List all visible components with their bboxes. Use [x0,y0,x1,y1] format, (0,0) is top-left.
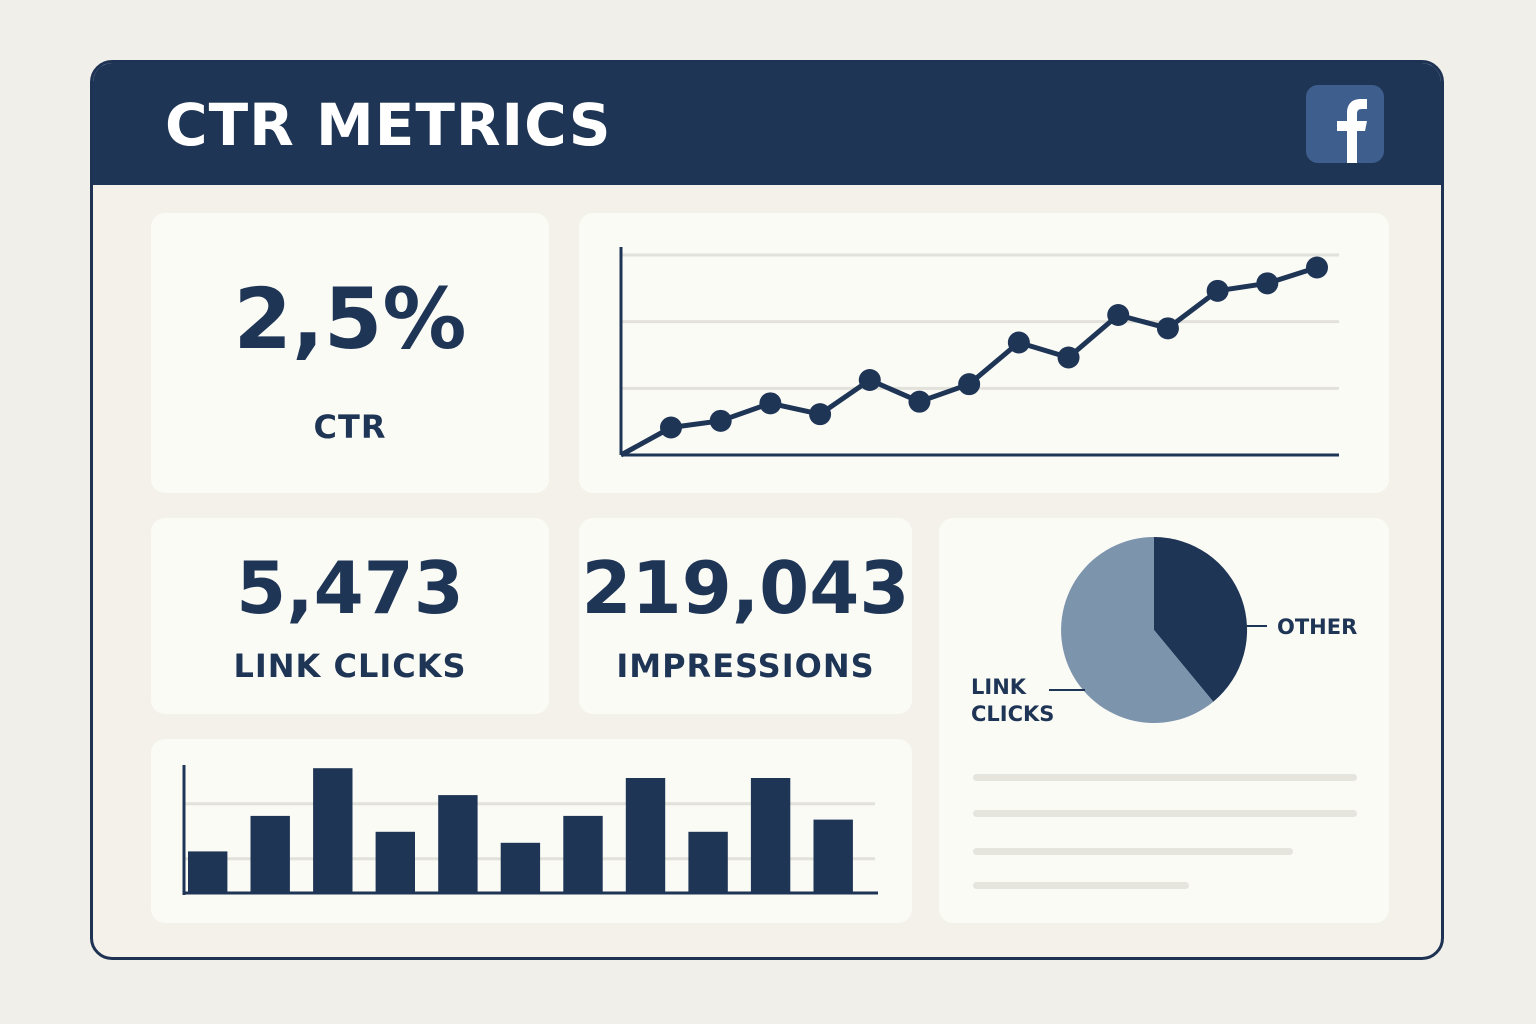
bar [375,831,415,893]
bar [313,768,353,893]
page-title: CTR METRICS [165,91,612,159]
data-point [1156,317,1179,340]
line-chart-card [579,213,1389,493]
impressions-label: IMPRESSIONS [616,647,875,685]
data-point [759,392,782,415]
data-point [1007,331,1030,354]
ctr-card: 2,5% CTR [151,213,549,493]
bar [625,778,666,893]
data-point [1057,346,1080,369]
pie-chart: OTHER LINK CLICKS [971,537,1357,726]
pie-chart-card: OTHER LINK CLICKS [939,518,1389,923]
bar [500,842,541,893]
placeholder-line [973,810,1357,817]
data-point [809,403,832,426]
data-point [858,369,881,391]
data-point [1306,256,1328,279]
link-clicks-value: 5,473 [236,546,464,630]
pie-slice [1154,537,1248,702]
ctr-label: CTR [313,408,387,446]
data-point [1206,279,1229,302]
bar [250,815,290,893]
pie-label-other: OTHER [1277,615,1357,639]
impressions-value: 219,043 [581,546,910,630]
bar [563,815,603,893]
dashboard-window: CTR METRICS 2,5% CTR 5,473 LINK CLICKS 2… [90,60,1444,960]
impressions-card: 219,043 IMPRESSIONS [579,518,912,714]
bar [813,819,853,893]
placeholder-line [973,848,1293,855]
facebook-icon[interactable] [1306,85,1384,163]
bar [688,831,728,893]
header-bar: CTR METRICS [93,63,1441,185]
ctr-value: 2,5% [233,270,467,368]
bar-chart-card [151,739,912,923]
data-point [908,390,931,413]
data-point [1107,304,1130,326]
pie-slice [1061,537,1214,723]
bar [750,778,791,893]
data-point [660,416,682,439]
bar-chart [182,765,878,895]
bar [188,851,228,893]
line-chart [619,247,1339,458]
data-point [958,373,981,396]
data-point [709,409,732,432]
bar [438,795,478,893]
placeholder-line [973,774,1357,781]
data-point [1256,272,1279,295]
link-clicks-card: 5,473 LINK CLICKS [151,518,549,714]
placeholder-line [973,882,1189,889]
link-clicks-label: LINK CLICKS [233,647,467,685]
pie-label-link-clicks: LINK CLICKS [971,675,1054,726]
